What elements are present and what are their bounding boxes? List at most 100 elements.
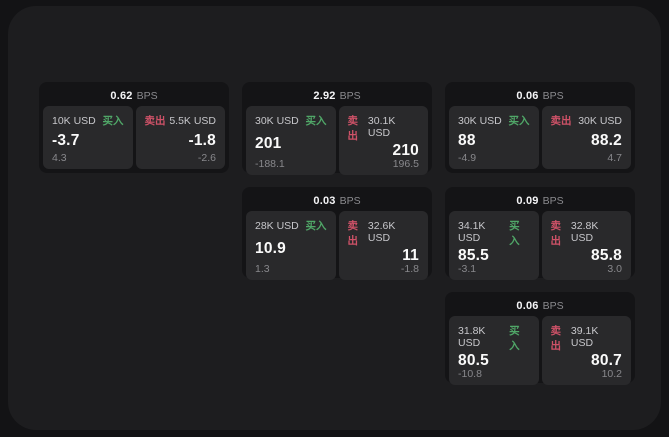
sell-tile[interactable]: 卖出 30.1K USD 210 196.5 <box>338 106 428 175</box>
sell-price: 88.2 <box>591 131 622 149</box>
buy-sell-tiles: 30K USD 买入 201 -188.1 卖出 30.1K USD 210 1… <box>246 106 428 175</box>
buy-amount: 30K USD <box>458 115 502 127</box>
buy-change: 1.3 <box>255 262 270 275</box>
buy-amount: 31.8K USD <box>458 325 486 349</box>
buy-change: 4.3 <box>52 151 67 164</box>
sell-side-label: 卖出 <box>144 115 166 127</box>
quote-card: 0.09 BPS 34.1K USD 买入 85.5 -3.1 卖出 32.8K… <box>445 187 635 280</box>
sell-change: -1.8 <box>400 262 419 275</box>
buy-amount: 30K USD <box>255 115 299 127</box>
buy-price: 80.5 <box>458 352 489 369</box>
sell-amount: 30K USD <box>578 115 622 127</box>
buy-tile[interactable]: 10K USD 买入 -3.7 4.3 <box>43 106 133 169</box>
sell-change: 3.0 <box>607 262 622 275</box>
bps-value: 0.03 <box>313 195 336 207</box>
buy-side-label: 买入 <box>305 220 327 232</box>
sell-price: 85.8 <box>591 247 622 264</box>
sell-tile-top: 卖出 32.6K USD <box>348 218 420 248</box>
buy-tile[interactable]: 31.8K USD 买入 80.5 -10.8 <box>449 316 539 385</box>
sell-change: 4.7 <box>607 151 622 164</box>
bps-value: 0.09 <box>516 195 539 207</box>
buy-tile-top: 28K USD 买入 <box>255 218 327 233</box>
sell-price: 210 <box>392 142 419 159</box>
sell-tile[interactable]: 卖出 39.1K USD 80.7 10.2 <box>541 316 631 385</box>
sell-change: -2.6 <box>197 151 216 164</box>
sell-amount: 30.1K USD <box>367 115 396 139</box>
buy-amount: 28K USD <box>255 220 299 232</box>
app-panel: 0.62 BPS 10K USD 买入 -3.7 4.3 卖出 5.5K USD <box>8 6 661 430</box>
sell-tile[interactable]: 卖出 32.6K USD 11 -1.8 <box>338 211 428 280</box>
sell-price: -1.8 <box>188 131 216 149</box>
buy-price: 85.5 <box>458 247 489 264</box>
bps-unit-label: BPS <box>136 90 158 102</box>
quote-card: 0.03 BPS 28K USD 买入 10.9 1.3 卖出 32.6K US… <box>242 187 432 280</box>
sell-side-label: 卖出 <box>347 220 359 247</box>
bps-unit-label: BPS <box>542 300 564 312</box>
bps-unit-label: BPS <box>542 195 564 207</box>
quote-card: 0.06 BPS 31.8K USD 买入 80.5 -10.8 卖出 39.1… <box>445 292 635 385</box>
buy-tile-top: 30K USD 买入 <box>255 113 327 128</box>
buy-tile[interactable]: 28K USD 买入 10.9 1.3 <box>246 211 336 280</box>
buy-change: -10.8 <box>458 367 482 380</box>
spread-header: 0.06 BPS <box>449 86 631 106</box>
sell-side-label: 卖出 <box>550 220 562 247</box>
quote-card: 2.92 BPS 30K USD 买入 201 -188.1 卖出 30.1K … <box>242 82 432 175</box>
buy-tile[interactable]: 30K USD 买入 201 -188.1 <box>246 106 336 175</box>
sell-amount: 32.6K USD <box>367 220 396 244</box>
buy-price: 88 <box>458 131 476 149</box>
buy-price: -3.7 <box>52 131 80 149</box>
quote-card: 0.62 BPS 10K USD 买入 -3.7 4.3 卖出 5.5K USD <box>39 82 229 173</box>
buy-side-label: 买入 <box>508 115 530 127</box>
buy-amount: 10K USD <box>52 115 96 127</box>
sell-tile[interactable]: 卖出 5.5K USD -1.8 -2.6 <box>135 106 225 169</box>
buy-sell-tiles: 10K USD 买入 -3.7 4.3 卖出 5.5K USD -1.8 -2.… <box>43 106 225 169</box>
buy-sell-tiles: 30K USD 买入 88 -4.9 卖出 30K USD 88.2 4.7 <box>449 106 631 169</box>
bps-value: 2.92 <box>313 90 336 102</box>
spread-header: 0.03 BPS <box>246 191 428 211</box>
spread-header: 0.62 BPS <box>43 86 225 106</box>
bps-unit-label: BPS <box>542 90 564 102</box>
sell-change: 196.5 <box>392 157 419 170</box>
buy-change: -4.9 <box>458 151 477 164</box>
sell-amount: 32.8K USD <box>570 220 599 244</box>
buy-tile-top: 34.1K USD 买入 <box>458 218 530 248</box>
spread-header: 0.09 BPS <box>449 191 631 211</box>
buy-tile[interactable]: 34.1K USD 买入 85.5 -3.1 <box>449 211 539 280</box>
bps-value: 0.06 <box>516 300 539 312</box>
sell-tile[interactable]: 卖出 32.8K USD 85.8 3.0 <box>541 211 631 280</box>
buy-tile-top: 31.8K USD 买入 <box>458 323 530 353</box>
sell-tile-top: 卖出 30K USD <box>551 113 623 128</box>
sell-amount: 39.1K USD <box>570 325 599 349</box>
bps-value: 0.62 <box>110 90 133 102</box>
sell-side-label: 卖出 <box>550 115 572 127</box>
sell-tile-top: 卖出 5.5K USD <box>145 113 217 128</box>
sell-price: 80.7 <box>591 352 622 369</box>
sell-change: 10.2 <box>601 367 622 380</box>
buy-side-label: 买入 <box>509 325 520 352</box>
buy-price: 10.9 <box>255 239 286 257</box>
sell-tile-top: 卖出 39.1K USD <box>551 323 623 353</box>
sell-side-label: 卖出 <box>550 325 562 352</box>
sell-tile-top: 卖出 32.8K USD <box>551 218 623 248</box>
spread-header: 2.92 BPS <box>246 86 428 106</box>
buy-price: 201 <box>255 134 282 152</box>
sell-tile-top: 卖出 30.1K USD <box>348 113 420 143</box>
buy-side-label: 买入 <box>305 115 327 127</box>
buy-side-label: 买入 <box>509 220 520 247</box>
buy-sell-tiles: 28K USD 买入 10.9 1.3 卖出 32.6K USD 11 -1.8 <box>246 211 428 280</box>
sell-side-label: 卖出 <box>347 115 359 142</box>
sell-tile[interactable]: 卖出 30K USD 88.2 4.7 <box>541 106 631 169</box>
buy-tile-top: 10K USD 买入 <box>52 113 124 128</box>
buy-change: -188.1 <box>255 157 285 170</box>
quote-card: 0.06 BPS 30K USD 买入 88 -4.9 卖出 30K USD <box>445 82 635 173</box>
buy-tile[interactable]: 30K USD 买入 88 -4.9 <box>449 106 539 169</box>
bps-unit-label: BPS <box>339 195 361 207</box>
buy-amount: 34.1K USD <box>458 220 486 244</box>
buy-sell-tiles: 34.1K USD 买入 85.5 -3.1 卖出 32.8K USD 85.8… <box>449 211 631 280</box>
spread-header: 0.06 BPS <box>449 296 631 316</box>
buy-sell-tiles: 31.8K USD 买入 80.5 -10.8 卖出 39.1K USD 80.… <box>449 316 631 385</box>
bps-unit-label: BPS <box>339 90 361 102</box>
buy-tile-top: 30K USD 买入 <box>458 113 530 128</box>
quote-cards-grid: 0.62 BPS 10K USD 买入 -3.7 4.3 卖出 5.5K USD <box>39 82 635 385</box>
sell-price: 11 <box>402 247 419 264</box>
